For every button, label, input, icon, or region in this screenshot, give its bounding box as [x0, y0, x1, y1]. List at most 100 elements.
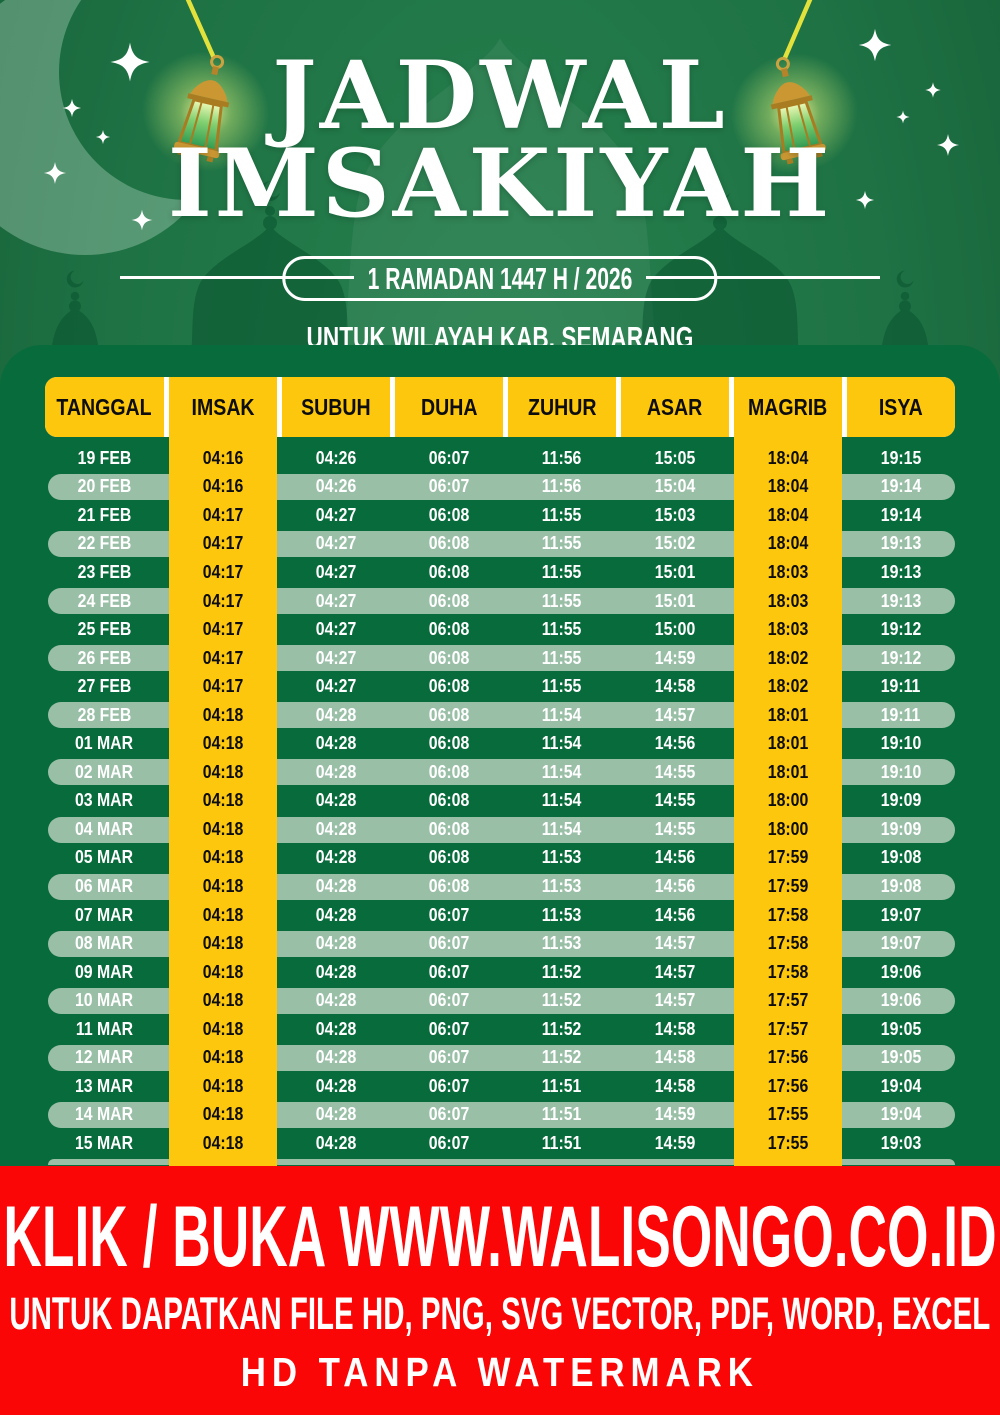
- time-cell: 19:13: [880, 561, 922, 582]
- time-cell: 14:56: [654, 733, 696, 754]
- time-cell: 06:07: [428, 1018, 470, 1039]
- time-cell: 14:58: [654, 1018, 696, 1039]
- column-header-tanggal: TANGGAL: [45, 377, 164, 437]
- time-cell: 19:08: [880, 847, 922, 868]
- date-cell: 24 FEB: [77, 590, 132, 611]
- time-cell: 06:07: [428, 1132, 470, 1153]
- time-cell: 11:55: [542, 647, 582, 668]
- time-cell: 18:04: [767, 476, 809, 497]
- time-cell: 18:01: [767, 733, 809, 754]
- time-cell: 14:56: [654, 847, 696, 868]
- time-cell: 14:57: [654, 933, 696, 954]
- time-cell: 04:18: [202, 704, 244, 725]
- time-cell: 19:10: [880, 733, 922, 754]
- time-cell: 11:54: [542, 790, 582, 811]
- date-cell: 06 MAR: [75, 875, 134, 896]
- column-header-zuhur: ZUHUR: [508, 377, 616, 437]
- table-row: 11 MAR 04:18 04:28 06:07 11:52 14:58 17:57 19:0…: [45, 1015, 955, 1044]
- badge-left-line: [120, 276, 354, 279]
- time-cell: 19:13: [880, 533, 922, 554]
- time-cell: 19:04: [880, 1075, 922, 1096]
- time-cell: 17:57: [767, 990, 809, 1011]
- time-cell: 11:55: [542, 676, 582, 697]
- table-row: 04 MAR 04:18 04:28 06:08 11:54 14:55 18:00 19:0…: [45, 815, 955, 844]
- date-cell: 26 FEB: [77, 647, 132, 668]
- time-cell: 15:01: [654, 561, 696, 582]
- badge-right-line: [646, 276, 880, 279]
- time-cell: 04:17: [202, 676, 244, 697]
- column-header-isya: ISYA: [847, 377, 955, 437]
- time-cell: 04:28: [315, 875, 357, 896]
- time-cell: 04:18: [202, 875, 244, 896]
- table-row: 13 MAR 04:18 04:28 06:07 11:51 14:58 17:56 19:0…: [45, 1072, 955, 1101]
- time-cell: 04:27: [315, 504, 357, 525]
- time-cell: 11:54: [542, 818, 582, 839]
- time-cell: 19:06: [880, 961, 922, 982]
- time-cell: 19:12: [880, 647, 922, 668]
- time-cell: 18:04: [767, 533, 809, 554]
- time-cell: 19:08: [880, 875, 922, 896]
- time-cell: 17:58: [767, 933, 809, 954]
- time-cell: 17:56: [767, 1047, 809, 1068]
- imsak-column-highlight: [169, 377, 277, 1166]
- date-cell: 15 MAR: [75, 1132, 134, 1153]
- date-cell: 25 FEB: [77, 619, 132, 640]
- time-cell: 18:03: [767, 590, 809, 611]
- time-cell: 19:04: [880, 1104, 922, 1125]
- time-cell: 04:18: [202, 904, 244, 925]
- row-stripe-partial: [48, 1159, 955, 1166]
- date-cell: 05 MAR: [75, 847, 134, 868]
- time-cell: 19:14: [880, 476, 922, 497]
- time-cell: 04:27: [315, 676, 357, 697]
- time-cell: 11:52: [542, 990, 582, 1011]
- date-cell: 27 FEB: [77, 676, 132, 697]
- time-cell: 18:03: [767, 561, 809, 582]
- footer-formats-text: UNTUK DAPATKAN FILE HD, PNG, SVG VECTOR,…: [9, 1288, 991, 1339]
- time-cell: 06:08: [428, 761, 470, 782]
- time-cell: 18:02: [767, 647, 809, 668]
- time-cell: 19:11: [881, 676, 921, 697]
- time-cell: 04:17: [202, 561, 244, 582]
- time-cell: 04:28: [315, 847, 357, 868]
- time-cell: 11:55: [542, 533, 582, 554]
- time-cell: 06:07: [428, 961, 470, 982]
- date-cell: 19 FEB: [77, 447, 132, 468]
- table-row: 12 MAR 04:18 04:28 06:07 11:52 14:58 17:56 19:0…: [45, 1043, 955, 1072]
- time-cell: 06:08: [428, 676, 470, 697]
- time-cell: 11:53: [542, 933, 582, 954]
- header-decoration: [0, 0, 960, 365]
- table-row: 22 FEB 04:17 04:27 06:08 11:55 15:02 18:04 19:1…: [45, 530, 955, 559]
- time-cell: 14:57: [654, 704, 696, 725]
- time-cell: 15:02: [654, 533, 696, 554]
- schedule-table-header: TANGGAL IMSAK SUBUH DUHA ZUHUR ASAR MAGR…: [45, 377, 955, 437]
- time-cell: 14:56: [654, 904, 696, 925]
- walisongo-link[interactable]: KLIK / BUKA WWW.WALISONGO.CO.ID: [3, 1189, 997, 1285]
- table-row: 02 MAR 04:18 04:28 06:08 11:54 14:55 18:01 19:1…: [45, 758, 955, 787]
- time-cell: 14:58: [654, 676, 696, 697]
- time-cell: 18:03: [767, 619, 809, 640]
- column-header-subuh: SUBUH: [282, 377, 390, 437]
- table-row: 24 FEB 04:17 04:27 06:08 11:55 15:01 18:03 19:1…: [45, 587, 955, 616]
- time-cell: 04:28: [315, 933, 357, 954]
- time-cell: 18:00: [767, 790, 809, 811]
- table-row: 21 FEB 04:17 04:27 06:08 11:55 15:03 18:04 19:1…: [45, 501, 955, 530]
- time-cell: 11:55: [542, 590, 582, 611]
- date-cell: 22 FEB: [77, 533, 132, 554]
- time-cell: 17:56: [767, 1075, 809, 1096]
- time-cell: 04:18: [202, 818, 244, 839]
- time-cell: 19:14: [880, 504, 922, 525]
- time-cell: 19:05: [880, 1018, 922, 1039]
- time-cell: 11:56: [542, 476, 582, 497]
- time-cell: 06:08: [428, 790, 470, 811]
- time-cell: 11:55: [542, 561, 582, 582]
- column-header-duha: DUHA: [395, 377, 503, 437]
- time-cell: 17:59: [767, 875, 809, 896]
- time-cell: 11:51: [542, 1104, 582, 1125]
- time-cell: 06:08: [428, 704, 470, 725]
- time-cell: 06:08: [428, 847, 470, 868]
- time-cell: 17:55: [767, 1104, 809, 1125]
- time-cell: 11:52: [542, 1047, 582, 1068]
- promo-footer: KLIK / BUKA WWW.WALISONGO.CO.ID UNTUK DA…: [0, 1166, 1000, 1415]
- time-cell: 04:18: [202, 761, 244, 782]
